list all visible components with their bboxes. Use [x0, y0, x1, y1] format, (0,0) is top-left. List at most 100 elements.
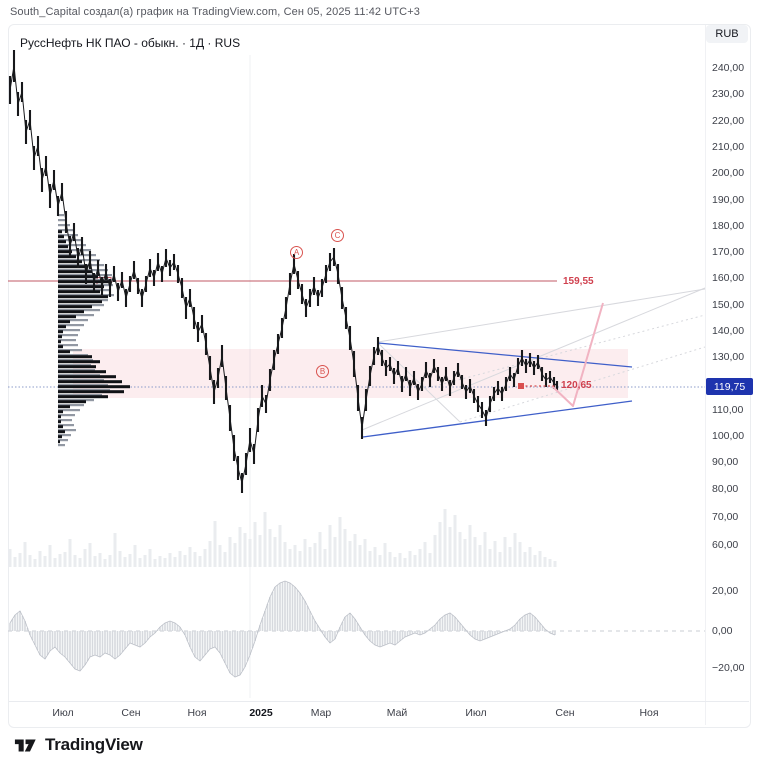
oscillator-bar [331, 631, 334, 641]
projection-path[interactable] [551, 302, 604, 407]
oscillator-bar [31, 631, 34, 640]
oscillator-bar [116, 631, 119, 657]
volume-bar [483, 532, 487, 567]
volume-bar [58, 554, 62, 567]
chart-title: РуссНефть НК ПАО - обыкн. · 1Д · RUS [20, 36, 241, 50]
oscillator-bar [81, 631, 84, 668]
volume-bar [288, 549, 292, 567]
oscillator-bar [154, 631, 156, 633]
price-line [9, 65, 558, 484]
volume-profile-bar [58, 294, 114, 297]
price-axis-label: 200,00 [712, 167, 745, 179]
oscillator-bar [136, 631, 139, 646]
oscillator-bar [476, 631, 479, 640]
fan-line-0[interactable] [361, 287, 706, 431]
fan-line-2[interactable] [419, 314, 706, 391]
oscillator-bar [101, 631, 104, 655]
oscillator-bar [411, 631, 414, 634]
oscillator-bar [44, 631, 46, 659]
oscillator-bar [414, 631, 416, 633]
tradingview-logo[interactable]: TradingView [14, 734, 143, 756]
oscillator-bar [284, 581, 286, 631]
volume-bar [128, 554, 132, 567]
oscillator-bar [99, 631, 101, 657]
volume-bar [273, 537, 277, 567]
oscillator-bar [191, 631, 194, 652]
volume-profile-value-bar [58, 430, 65, 434]
volume-bar [278, 525, 282, 567]
oscillator-bar [409, 631, 411, 635]
oscillator-bar [379, 631, 381, 647]
price-axis-label: 240,00 [712, 62, 745, 74]
volume-bar [423, 542, 427, 567]
currency-toggle[interactable]: RUB [706, 25, 748, 43]
volume-profile-value-bar [58, 340, 61, 344]
oscillator-bar [381, 631, 384, 646]
price-axis-label: 150,00 [712, 299, 745, 311]
oscillator-bar [311, 616, 314, 631]
volume-bar [303, 539, 307, 567]
volume-bar [103, 559, 107, 567]
oscillator-bar [544, 629, 546, 631]
volume-profile-value-bar [58, 230, 62, 234]
oscillator-bar [391, 631, 394, 644]
oscillator-bar [89, 631, 91, 657]
volume-profile-bar [58, 379, 104, 382]
oscillator-bar [229, 631, 231, 673]
volume-bar [268, 529, 272, 567]
volume-profile-bar [58, 384, 108, 387]
volume-bar [343, 529, 347, 567]
time-axis-label: Ноя [639, 707, 659, 719]
measure-line-anchor[interactable] [518, 383, 524, 389]
volume-profile-value-bar [58, 285, 104, 289]
oscillator-bar [119, 631, 121, 655]
elliott-wave-label-a[interactable]: A [290, 246, 303, 259]
volume-bar [68, 539, 72, 567]
oscillator-bar [161, 625, 164, 631]
oscillator-bar [199, 631, 201, 661]
volume-bar [213, 521, 217, 567]
attribution-text: South_Capital создал(а) график на Tradin… [10, 6, 420, 18]
volume-bar [143, 555, 147, 567]
price-axis-label: 220,00 [712, 115, 745, 127]
oscillator-bar [79, 631, 81, 671]
volume-bar [183, 555, 187, 567]
upper-trendline[interactable] [377, 342, 633, 368]
oscillator-bar [9, 623, 11, 631]
volume-profile-bar [58, 344, 78, 347]
oscillator-bar [21, 616, 24, 631]
volume-profile-value-bar [58, 400, 86, 404]
volume-profile-value-bar [58, 235, 64, 239]
oscillator-bar [266, 604, 269, 631]
volume-bar [48, 545, 52, 567]
volume-profile-bar [58, 394, 102, 397]
fan-line-1[interactable] [377, 288, 706, 343]
oscillator-bar [516, 622, 519, 631]
oscillator-bar [96, 631, 99, 656]
elliott-wave-label-b[interactable]: B [316, 365, 329, 378]
volume-profile-value-bar [58, 310, 84, 314]
oscillator-bar [259, 625, 261, 631]
fan-line-4[interactable] [377, 342, 461, 423]
volume-bar [158, 556, 162, 567]
oscillator-bar [149, 631, 151, 637]
oscillator-bar [131, 631, 134, 644]
volume-profile-bar [58, 304, 104, 307]
oscillator-bar [251, 631, 254, 648]
elliott-wave-label-c[interactable]: C [331, 229, 344, 242]
volume-bar [373, 547, 377, 567]
oscillator-bar [479, 631, 481, 641]
volume-bar [188, 547, 192, 567]
interest-zone[interactable] [73, 349, 628, 398]
volume-profile-bar [58, 359, 93, 362]
oscillator-bar [531, 615, 534, 631]
volume-bar [403, 558, 407, 567]
oscillator-bar [301, 597, 304, 631]
lower-trendline[interactable] [362, 400, 633, 438]
volume-profile-value-bar [58, 385, 130, 389]
oscillator-bar [304, 601, 306, 631]
time-axis-label: Июл [465, 707, 487, 719]
volume-bar [153, 559, 157, 567]
volume-bar [83, 549, 87, 567]
